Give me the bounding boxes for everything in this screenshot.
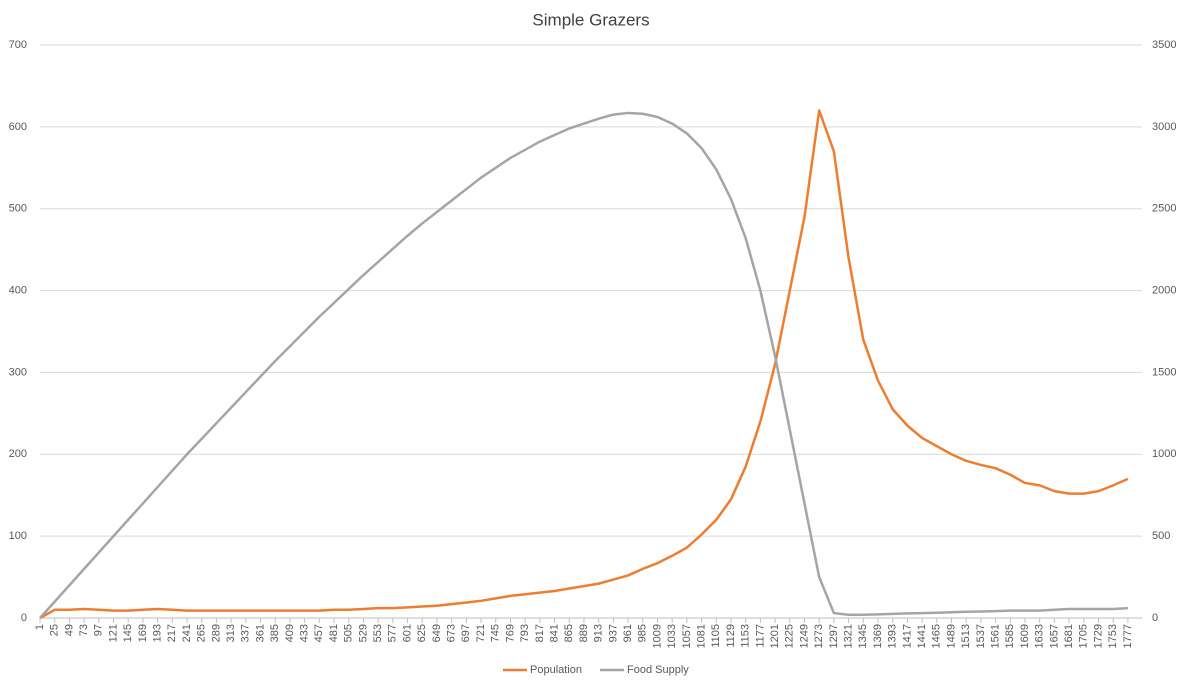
x-tick-label: 265: [196, 624, 208, 642]
x-tick-label: 841: [548, 624, 560, 642]
x-tick-label: 1609: [1019, 624, 1031, 648]
x-tick-label: 1273: [813, 624, 825, 648]
x-tick-label: 241: [181, 624, 193, 642]
x-tick-label: 625: [416, 624, 428, 642]
y2-tick-label: 1500: [1152, 366, 1176, 378]
y2-tick-label: 3500: [1152, 39, 1176, 51]
x-tick-label: 1033: [666, 624, 678, 648]
y2-tick-label: 3000: [1152, 121, 1176, 133]
x-tick-label: 1561: [990, 624, 1002, 648]
x-tick-label: 73: [78, 624, 90, 636]
x-tick-label: 1585: [1004, 624, 1016, 648]
x-tick-label: 217: [166, 624, 178, 642]
x-tick-label: 169: [137, 624, 149, 642]
x-tick-label: 529: [357, 624, 369, 642]
x-tick-label: 721: [475, 624, 487, 642]
x-tick-label: 97: [93, 624, 105, 636]
x-tick-label: 1: [34, 624, 46, 630]
x-tick-label: 337: [240, 624, 252, 642]
x-tick-label: 1657: [1048, 624, 1060, 648]
x-tick-label: 745: [490, 624, 502, 642]
x-tick-label: 25: [49, 624, 61, 636]
x-tick-label: 1753: [1107, 624, 1119, 648]
y-tick-label: 200: [9, 448, 27, 460]
x-tick-label: 121: [107, 624, 119, 642]
y-tick-label: 700: [9, 39, 27, 51]
x-tick-label: 433: [299, 624, 311, 642]
x-tick-label: 145: [122, 624, 134, 642]
x-tick-label: 913: [593, 624, 605, 642]
y-tick-label: 600: [9, 121, 27, 133]
x-tick-label: 1513: [960, 624, 972, 648]
x-tick-label: 1153: [740, 624, 752, 648]
x-tick-label: 649: [431, 624, 443, 642]
x-tick-label: 385: [269, 624, 281, 642]
y-tick-label: 500: [9, 203, 27, 215]
x-tick-label: 1537: [975, 624, 987, 648]
x-tick-label: 289: [210, 624, 222, 642]
y2-tick-label: 500: [1152, 530, 1170, 542]
x-tick-label: 1417: [901, 624, 913, 648]
x-tick-label: 1441: [916, 624, 928, 648]
x-tick-label: 361: [254, 624, 266, 642]
x-tick-label: 409: [284, 624, 296, 642]
x-tick-label: 793: [519, 624, 531, 642]
x-tick-label: 1225: [784, 624, 796, 648]
x-tick-label: 937: [607, 624, 619, 642]
x-tick-label: 673: [446, 624, 458, 642]
x-tick-label: 193: [152, 624, 164, 642]
x-tick-label: 481: [328, 624, 340, 642]
series-line: [39, 109, 1129, 620]
x-tick-label: 1777: [1122, 624, 1134, 648]
x-tick-label: 1369: [872, 624, 884, 648]
x-tick-label: 889: [578, 624, 590, 642]
x-tick-label: 553: [372, 624, 384, 642]
x-tick-label: 313: [225, 624, 237, 642]
x-tick-label: 1681: [1063, 624, 1075, 648]
x-tick-label: 1321: [842, 624, 854, 648]
x-tick-label: 457: [313, 624, 325, 642]
y-tick-label: 0: [21, 612, 27, 624]
x-tick-label: 601: [401, 624, 413, 642]
x-tick-label: 1345: [857, 624, 869, 648]
x-tick-label: 985: [637, 624, 649, 642]
x-tick-label: 1489: [945, 624, 957, 648]
x-tick-label: 1105: [710, 624, 722, 648]
y-tick-label: 400: [9, 284, 27, 296]
y2-tick-label: 1000: [1152, 448, 1176, 460]
y2-tick-label: 2000: [1152, 284, 1176, 296]
x-tick-label: 1057: [681, 624, 693, 648]
y2-tick-label: 0: [1152, 612, 1158, 624]
series-line: [39, 111, 1128, 619]
legend-label: Food Supply: [627, 664, 689, 676]
x-tick-label: 1633: [1034, 624, 1046, 648]
x-tick-label: 49: [63, 624, 75, 636]
x-tick-label: 1081: [695, 624, 707, 648]
x-tick-label: 1393: [887, 624, 899, 648]
x-tick-label: 1465: [931, 624, 943, 648]
x-tick-label: 1177: [754, 624, 766, 648]
y-tick-label: 100: [9, 530, 27, 542]
x-tick-label: 1201: [769, 624, 781, 648]
x-tick-label: 505: [343, 624, 355, 642]
x-tick-label: 1129: [725, 624, 737, 648]
legend-label: Population: [530, 664, 582, 676]
x-tick-label: 1009: [651, 624, 663, 648]
x-tick-label: 961: [622, 624, 634, 642]
x-tick-label: 817: [534, 624, 546, 642]
y2-tick-label: 2500: [1152, 203, 1176, 215]
x-tick-label: 1297: [828, 624, 840, 648]
x-tick-label: 1729: [1092, 624, 1104, 648]
x-tick-label: 769: [504, 624, 516, 642]
x-tick-label: 1705: [1078, 624, 1090, 648]
y-tick-label: 300: [9, 366, 27, 378]
chart-title: Simple Grazers: [532, 10, 649, 29]
x-tick-label: 865: [563, 624, 575, 642]
x-tick-label: 577: [387, 624, 399, 642]
x-tick-label: 1249: [798, 624, 810, 648]
x-tick-label: 697: [460, 624, 472, 642]
